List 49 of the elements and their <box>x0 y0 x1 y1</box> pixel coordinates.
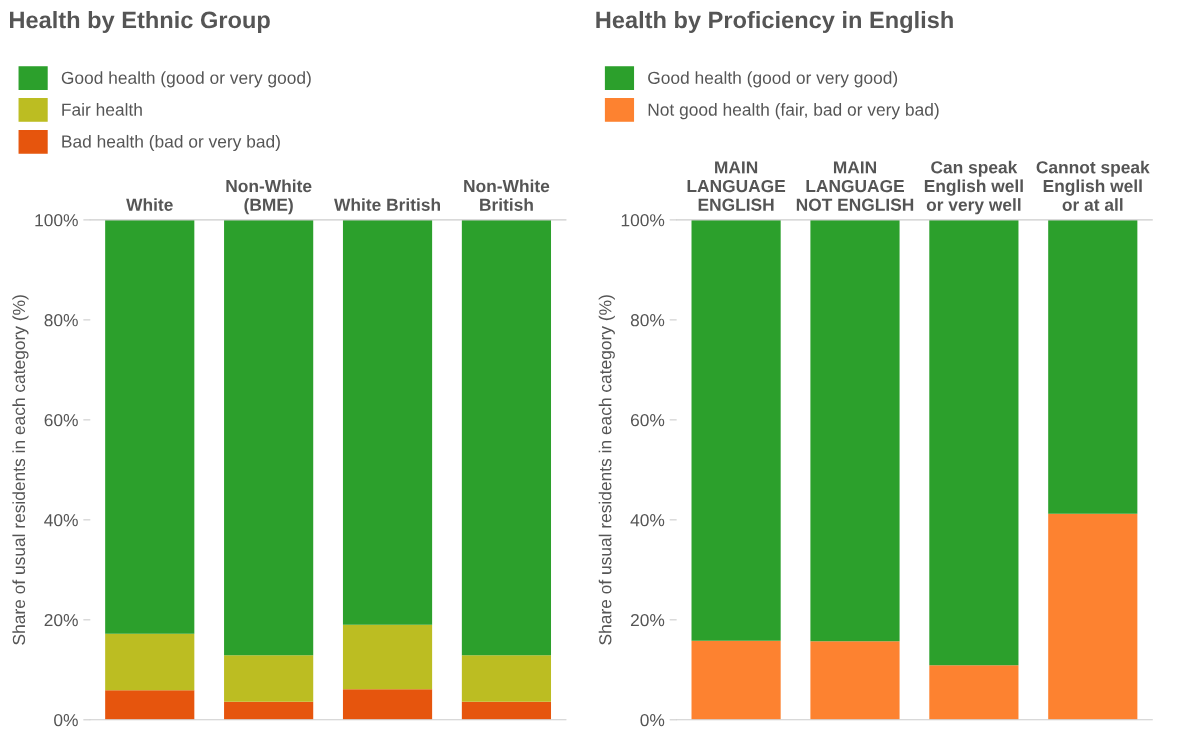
bar <box>105 633 195 691</box>
legend-label: Not good health (fair, bad or very bad) <box>648 103 939 120</box>
y-tick-label: 80% <box>630 314 665 327</box>
y-tick-label: 40% <box>630 514 665 527</box>
bar <box>810 641 900 720</box>
legend-label: Good health (good or very good) <box>61 71 311 88</box>
y-tick-label: 100% <box>621 214 665 227</box>
x-tick-label: Non-White (BME) <box>226 179 312 215</box>
bar <box>224 701 314 720</box>
y-axis-title: Share of usual residents in each category (%) <box>12 295 29 645</box>
chart-title: Health by Ethnic Group <box>10 10 270 33</box>
bar <box>461 655 552 702</box>
y-tick-label: 100% <box>35 214 78 227</box>
y-tick-label: 80% <box>44 314 78 327</box>
y-tick-label: 20% <box>630 613 665 627</box>
chart-title: Health by Proficiency in English <box>596 10 953 34</box>
bar <box>224 655 314 702</box>
bar <box>1048 513 1138 720</box>
bar <box>461 701 552 720</box>
legend-label: Good health (good or very good) <box>648 71 898 88</box>
y-tick-label: 60% <box>630 414 665 427</box>
bar <box>929 219 1019 666</box>
x-tick-label: Non-White British <box>464 179 550 211</box>
legend-label: Fair health <box>62 103 142 116</box>
bar <box>342 689 433 720</box>
bar <box>810 219 900 642</box>
x-tick-label: White <box>126 198 173 211</box>
bar <box>691 640 781 720</box>
bar <box>105 219 195 634</box>
bar <box>461 219 552 656</box>
bar <box>1048 219 1138 514</box>
x-tick-label: Can speak English well or very well <box>924 160 1023 215</box>
bar <box>224 219 314 656</box>
bar <box>105 690 195 720</box>
y-tick-label: 0% <box>54 713 78 727</box>
legend-label: Bad health (bad or very bad) <box>62 134 280 152</box>
x-tick-label: Cannot speak English well or at all <box>1036 160 1150 211</box>
bar <box>342 219 433 625</box>
bar <box>342 624 433 690</box>
x-tick-label: MAIN LANGUAGE NOT ENGLISH <box>796 161 914 211</box>
bar <box>929 665 1019 720</box>
x-tick-label: White British <box>334 198 440 211</box>
bar <box>691 219 781 641</box>
y-tick-label: 40% <box>44 514 78 527</box>
y-axis-title: Share of usual residents in each category (%) <box>598 295 615 645</box>
x-tick-label: MAIN LANGUAGE ENGLISH <box>687 161 786 211</box>
y-tick-label: 0% <box>640 713 665 727</box>
y-tick-label: 60% <box>44 414 78 427</box>
y-tick-label: 20% <box>44 613 78 627</box>
